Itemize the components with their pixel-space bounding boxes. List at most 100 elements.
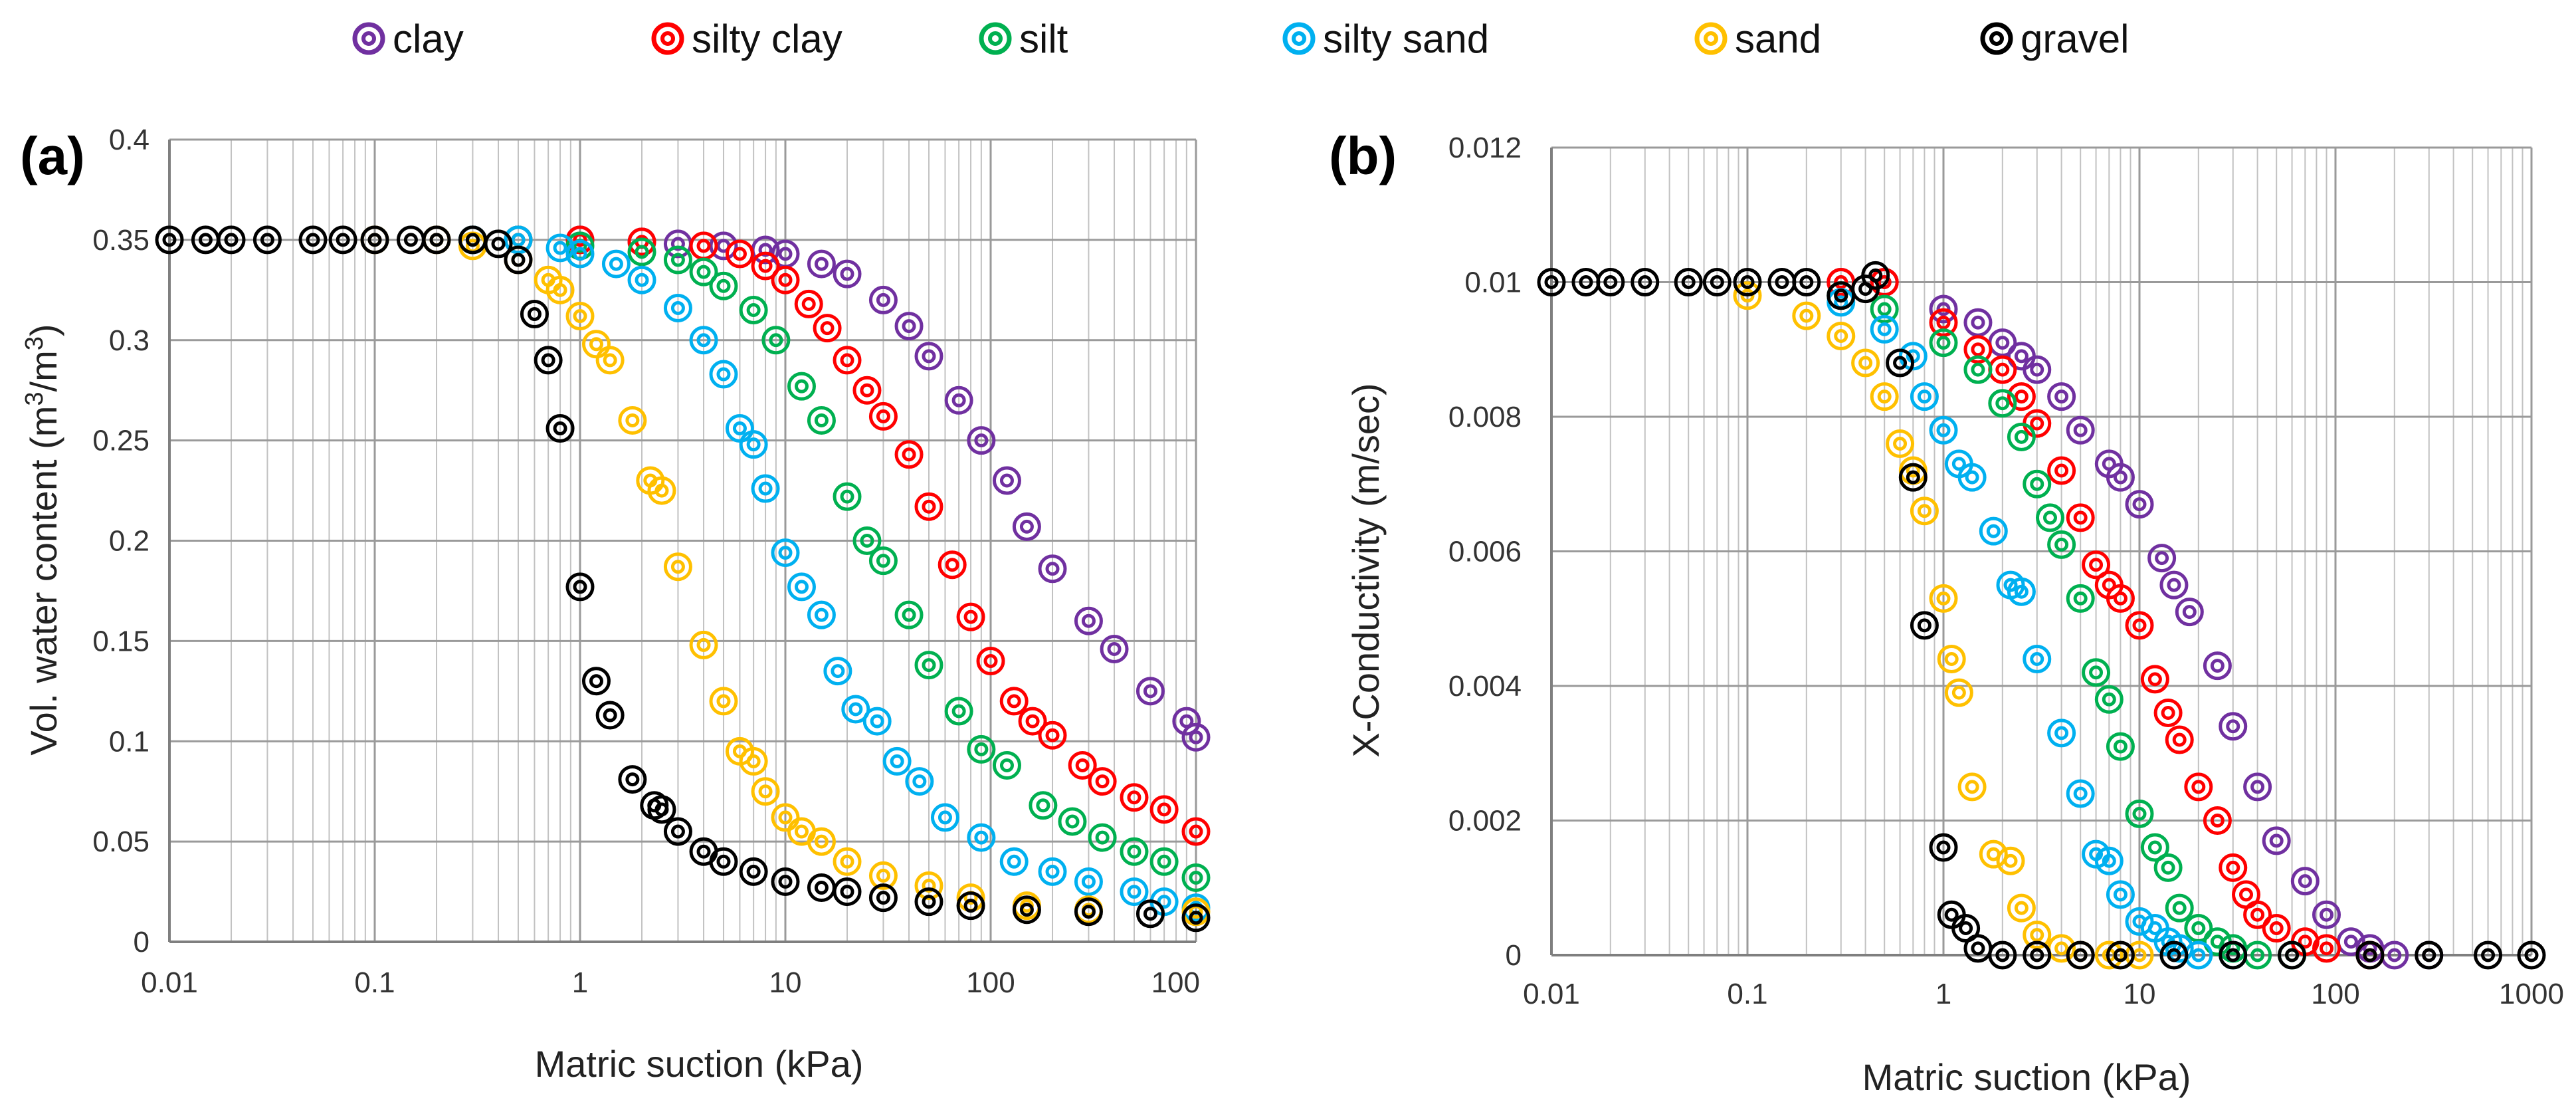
series-clay — [1827, 268, 2444, 970]
data-point — [2082, 658, 2111, 687]
data-point — [2066, 779, 2095, 808]
data-point — [1870, 382, 1899, 411]
data-point — [1029, 791, 1058, 820]
data-point — [833, 259, 862, 288]
data-point — [1910, 382, 1939, 411]
data-point — [1792, 268, 1821, 296]
data-point — [647, 476, 676, 505]
data-point — [725, 239, 754, 269]
data-point — [852, 526, 882, 555]
data-point — [807, 873, 836, 903]
data-point — [2106, 732, 2135, 761]
data-point — [647, 795, 676, 824]
data-point — [1136, 677, 1165, 706]
data-point — [2106, 584, 2135, 613]
data-point — [787, 372, 816, 401]
data-point — [1929, 415, 1958, 445]
x-tick-label: 100 — [966, 966, 1015, 999]
data-point — [956, 602, 985, 631]
data-point — [1038, 554, 1067, 584]
y-tick-label: 0.35 — [92, 224, 149, 257]
data-point — [328, 225, 357, 255]
y-tick-label: 0.01 — [1464, 267, 1522, 299]
data-point — [2125, 611, 2154, 640]
data-point — [484, 229, 513, 259]
data-point — [2125, 490, 2154, 519]
legend-marker-icon — [1282, 22, 1316, 55]
series-silt — [458, 225, 1211, 892]
data-point — [999, 687, 1029, 716]
data-point — [1886, 348, 1915, 378]
y-tick-label: 0.006 — [1448, 536, 1522, 568]
panel-b-grid — [1550, 146, 2533, 956]
panel-b-x-axis-title: Matric suction (kPa) — [1862, 1056, 2191, 1098]
data-point — [1100, 634, 1129, 663]
data-point — [2262, 826, 2291, 855]
data-point — [1861, 261, 1890, 290]
data-point — [709, 360, 738, 389]
data-point — [938, 550, 967, 580]
data-point — [1944, 678, 1973, 707]
data-point — [1951, 914, 1981, 943]
legend-marker-inner-icon — [361, 31, 376, 46]
data-point — [663, 245, 692, 275]
data-point — [1929, 294, 1958, 324]
data-point — [992, 750, 1021, 780]
data-point — [739, 746, 768, 776]
data-point — [2474, 941, 2503, 970]
data-point — [689, 257, 718, 286]
data-point — [905, 767, 934, 796]
data-point — [1988, 941, 2017, 970]
panel-a-label: (a) — [20, 126, 85, 185]
data-point — [2023, 941, 2052, 970]
data-point — [1537, 268, 1566, 296]
y-tick-label: 0.008 — [1448, 401, 1522, 433]
data-point — [868, 285, 898, 314]
data-point — [967, 734, 996, 764]
data-point — [2159, 570, 2189, 600]
data-point — [1120, 837, 1149, 866]
x-tick-label: 0.1 — [354, 966, 395, 999]
data-point — [2312, 934, 2341, 963]
data-point — [2007, 893, 2036, 923]
data-point — [1963, 308, 1993, 337]
data-point — [914, 492, 943, 521]
data-point — [422, 225, 451, 255]
data-point — [2262, 914, 2291, 943]
data-point — [739, 295, 768, 324]
panel-b-y-axis-title: X-Conductivity (m/sec) — [1345, 383, 1387, 757]
data-point — [618, 405, 647, 435]
data-point — [1088, 767, 1117, 796]
legend-label: silt — [1019, 17, 1068, 61]
data-point — [663, 817, 692, 846]
data-point — [565, 572, 595, 602]
data-point — [1136, 899, 1165, 929]
panel-a-y-tick-labels: 0 0.05 0.1 0.15 0.2 0.25 0.3 0.35 0.4 — [92, 124, 149, 958]
data-point — [1937, 645, 1966, 673]
data-point — [601, 249, 631, 278]
y-tick-label: 0.2 — [109, 525, 149, 558]
y-tick-label: 0.15 — [92, 625, 149, 657]
legend-label: silty sand — [1323, 17, 1489, 61]
x-tick-label: 0.1 — [1727, 978, 1767, 1010]
data-point — [1012, 512, 1041, 541]
data-point — [2219, 853, 2248, 882]
data-point — [862, 707, 892, 736]
data-point — [751, 251, 780, 280]
panel-b-y-tick-labels: 0 0.002 0.004 0.006 0.008 0.01 0.012 — [1448, 132, 1522, 972]
data-point — [2219, 712, 2248, 741]
data-point — [930, 803, 959, 832]
data-point — [1074, 606, 1103, 635]
panel-a-chart: (a) 00.050.10.150.20.250.30.350.4 0.01 0.… — [20, 124, 1211, 1085]
data-point — [1988, 389, 2017, 418]
data-point — [1963, 335, 1993, 364]
data-point — [1702, 268, 1732, 296]
data-point — [1733, 268, 1762, 296]
data-point — [2159, 941, 2189, 970]
data-point — [833, 346, 862, 375]
data-point — [739, 430, 768, 459]
data-point — [1181, 722, 1211, 752]
y-tick-label: 0.004 — [1448, 670, 1522, 703]
x-tick-label: 0.01 — [141, 966, 198, 999]
